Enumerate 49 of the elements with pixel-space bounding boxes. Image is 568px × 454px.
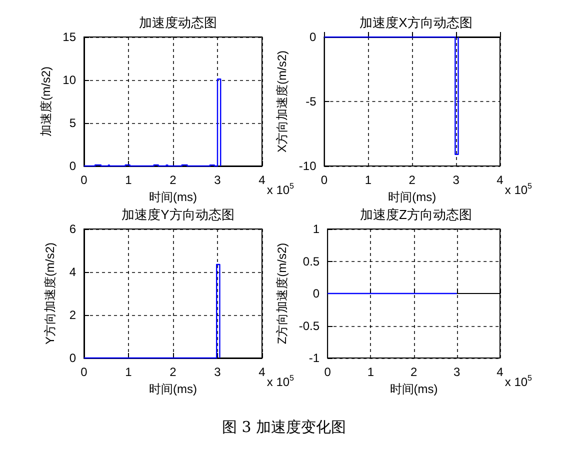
x-tick-label: 3	[454, 365, 461, 379]
y-axis-title: 加速度(m/s2)	[38, 66, 53, 136]
y-tick-label: 0	[312, 286, 320, 300]
x-tick-label: 1	[125, 365, 132, 379]
chart-title: 加速度Z方向动态图	[360, 207, 472, 222]
y-tick-label: 2	[69, 308, 76, 322]
y-tick-label: -1	[308, 351, 320, 365]
x-tick-label: 2	[410, 365, 418, 379]
x-tick-label: 3	[214, 173, 222, 187]
y-tick-label: 0.5	[302, 254, 320, 268]
y-axis-title: X方向加速度(m/s2)	[275, 50, 289, 152]
y-tick-label: 0	[310, 30, 317, 44]
x-tick-label: 0	[80, 173, 88, 187]
x-tick-label: 3	[452, 173, 460, 187]
chart-title: 加速度X方向动态图	[360, 15, 472, 30]
x-axis-title: 时间(ms)	[149, 190, 197, 204]
y-tick-label: 0	[69, 159, 76, 173]
x-tick-label: 4	[258, 173, 266, 187]
x-tick-label: 4	[496, 173, 504, 187]
x-tick-label: 1	[125, 173, 132, 187]
y-axis-title: Z方向加速度(m/s2)	[275, 242, 289, 344]
x-tick-label: 2	[170, 173, 177, 187]
x-tick-label: 1	[367, 365, 374, 379]
y-axis-title: Y方向加速度(m/s2)	[43, 242, 57, 344]
x-tick-label: 4	[258, 365, 266, 379]
y-tick-label: 5	[69, 116, 76, 130]
x-axis-title: 时间(ms)	[388, 190, 436, 204]
y-tick-label: 6	[69, 222, 76, 236]
y-tick-label: 15	[62, 30, 76, 44]
chart-title: 加速度Y方向动态图	[122, 207, 234, 222]
x-tick-label: 2	[408, 173, 416, 187]
y-tick-label: 1	[312, 222, 320, 236]
y-tick-label: -10	[298, 159, 317, 173]
y-tick-label: -0.5	[298, 318, 320, 333]
y-tick-label: 10	[62, 73, 76, 87]
x-tick-label: 2	[170, 365, 177, 379]
chart-title: 加速度动态图	[139, 15, 217, 30]
x-tick-label: 0	[80, 365, 88, 379]
y-tick-label: 0	[69, 351, 76, 365]
x-tick-label: 1	[364, 173, 372, 187]
y-tick-label: 4	[69, 265, 76, 279]
x-tick-label: 0	[324, 365, 332, 379]
x-tick-label: 4	[496, 365, 504, 379]
x-tick-label: 3	[214, 365, 222, 379]
line-series	[83, 78, 222, 167]
x-axis-title: 时间(ms)	[390, 382, 438, 396]
text: 图 3 加速度变化图	[220, 418, 348, 437]
x-axis-title: 时间(ms)	[149, 382, 197, 396]
y-tick-label: -5	[306, 94, 317, 108]
